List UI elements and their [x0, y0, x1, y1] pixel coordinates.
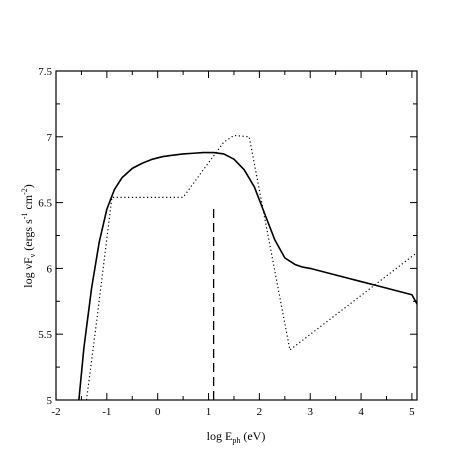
y-tick-label: 7.5	[38, 66, 52, 78]
y-tick-label: 5.5	[38, 329, 52, 341]
y-tick-label: 6.5	[38, 198, 52, 210]
x-tick-label: 4	[358, 406, 364, 418]
y-tick-label: 7	[47, 132, 53, 144]
series-line-solid	[78, 151, 418, 401]
y-axis-title: log νFν (ergs s-1 cm-2)	[20, 184, 37, 288]
y-tick-label: 5	[47, 395, 53, 407]
x-tick-label: 2	[257, 406, 263, 418]
axis-ticks: -2 -1 0 1 2 3 4 5 5 5.5 6 6.5 7 7.5	[38, 66, 417, 418]
x-tick-label: 0	[155, 406, 161, 418]
x-tick-label: 5	[409, 406, 415, 418]
x-tick-label: -2	[51, 406, 60, 418]
x-tick-label: -1	[102, 406, 111, 418]
x-tick-label: 1	[206, 406, 212, 418]
y-tick-label: 6	[47, 263, 53, 275]
series-line-dotted	[85, 134, 418, 401]
plot-area	[78, 134, 418, 401]
plot-frame	[55, 70, 418, 401]
x-tick-label: 3	[307, 406, 313, 418]
x-axis-title: log Eph (eV)	[207, 429, 266, 445]
